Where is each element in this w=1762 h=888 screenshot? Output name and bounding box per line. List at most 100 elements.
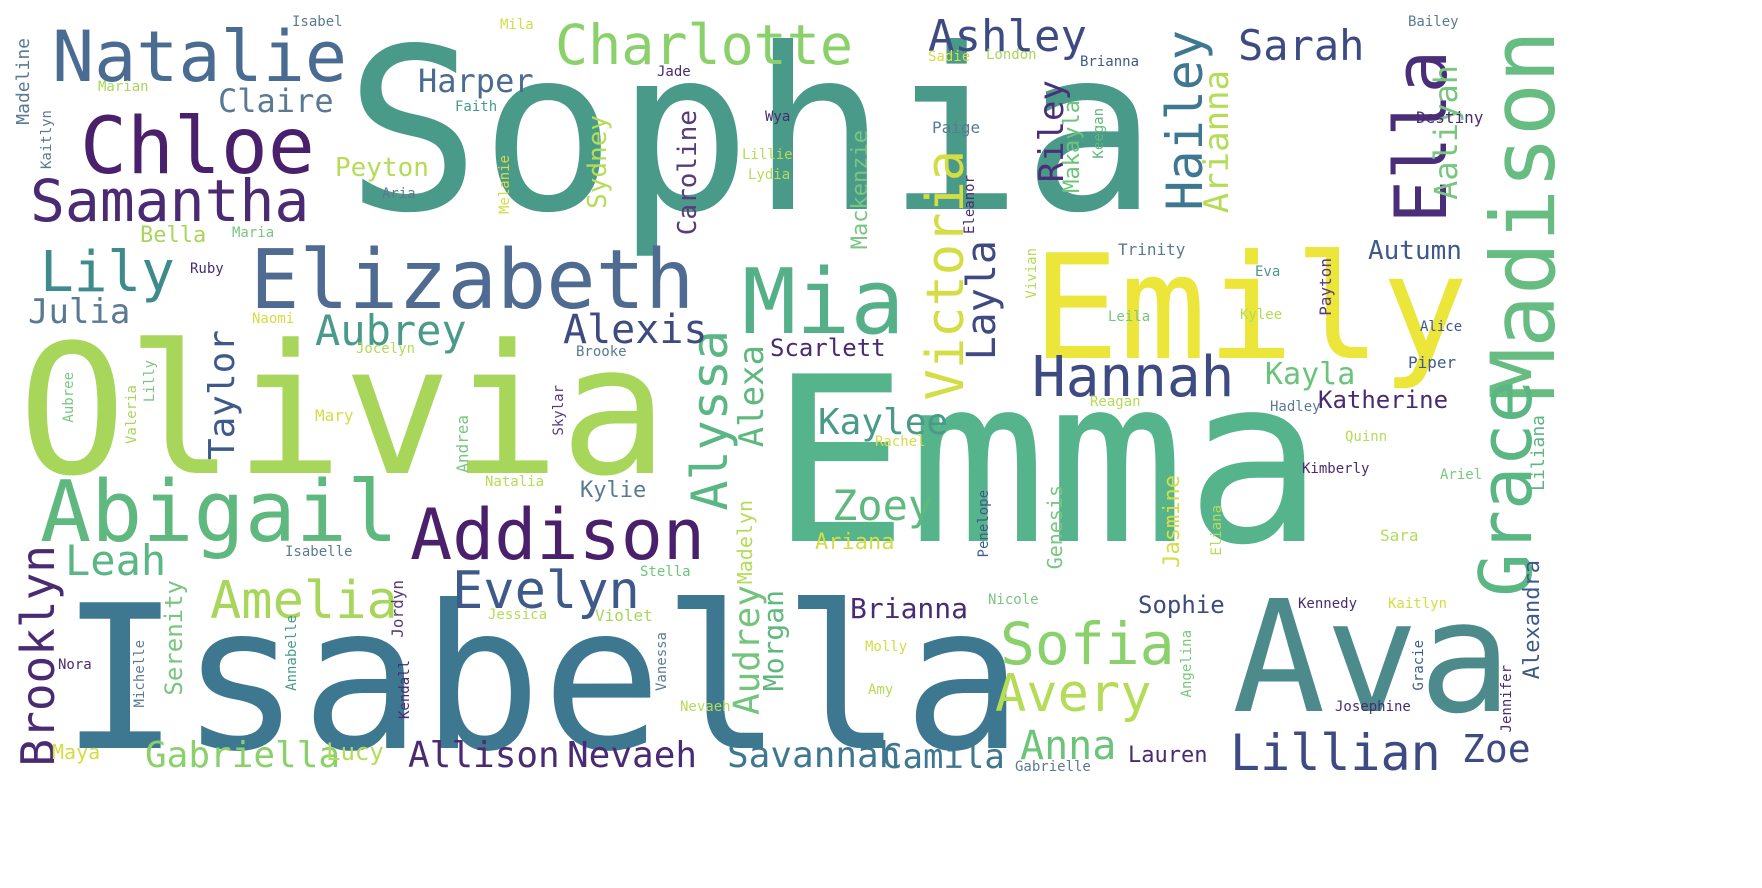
word-mila: Mila — [500, 17, 534, 33]
word-quinn: Quinn — [1345, 429, 1388, 445]
word-faith: Faith — [455, 99, 498, 115]
word-kennedy: Kennedy — [1298, 596, 1358, 612]
word-alice: Alice — [1420, 319, 1463, 335]
word-abigail: Abigail — [40, 463, 399, 562]
word-gabriella: Gabriella — [145, 735, 341, 776]
word-maria: Maria — [232, 225, 275, 241]
word-brooke: Brooke — [576, 344, 627, 360]
word-elizabeth: Elizabeth — [250, 233, 695, 328]
word-ariana: Ariana — [815, 530, 895, 555]
word-brooklyn: Brooklyn — [11, 545, 65, 767]
word-kimberly: Kimberly — [1302, 461, 1370, 477]
word-sydney: Sydney — [583, 115, 613, 209]
word-violet: Violet — [595, 606, 653, 625]
word-harper: Harper — [418, 62, 534, 100]
word-vivian: Vivian — [1024, 248, 1040, 299]
word-marian: Marian — [98, 79, 149, 95]
word-lauren: Lauren — [1128, 743, 1208, 768]
word-natalie: Natalie — [52, 16, 348, 98]
word-kaylee: Kaylee — [818, 402, 949, 443]
word-layla: Layla — [959, 240, 1005, 361]
word-brianna: Brianna — [850, 592, 969, 625]
word-taylor: Taylor — [202, 330, 243, 461]
word-isabelle: Isabelle — [285, 544, 353, 560]
word-josephine: Josephine — [1335, 699, 1411, 715]
word-aaliyah: Aaliyah — [1427, 65, 1465, 200]
word-camila: Camila — [882, 737, 1005, 777]
word-evelyn: Evelyn — [452, 561, 640, 621]
word-eleanor: Eleanor — [962, 175, 978, 235]
word-wya: Wya — [765, 109, 791, 125]
word-hadley: Hadley — [1270, 399, 1321, 415]
word-ashley: Ashley — [928, 11, 1087, 62]
word-keegan: Keegan — [1091, 108, 1107, 159]
word-michelle: Michelle — [132, 640, 148, 708]
word-avery: Avery — [995, 664, 1152, 724]
word-scarlett: Scarlett — [770, 334, 886, 362]
word-aubrey: Aubrey — [315, 306, 467, 355]
word-mary: Mary — [315, 406, 354, 425]
word-chloe: Chloe — [80, 102, 315, 192]
word-natalia: Natalia — [485, 474, 545, 490]
word-kaitlyn: Kaitlyn — [1388, 596, 1448, 612]
word-ava: Ava — [1232, 567, 1512, 748]
word-andrea: Andrea — [453, 415, 472, 473]
word-nora: Nora — [58, 657, 92, 673]
word-alyssa: Alyssa — [681, 330, 739, 511]
word-brianna: Brianna — [1080, 54, 1140, 70]
word-nicole: Nicole — [988, 592, 1039, 608]
word-gracie: Gracie — [1411, 640, 1427, 691]
word-olivia: Olivia — [18, 307, 669, 516]
word-piper: Piper — [1408, 353, 1457, 372]
word-amelia: Amelia — [210, 571, 398, 631]
word-kylie: Kylie — [580, 478, 647, 503]
word-sarah: Sarah — [1238, 21, 1365, 70]
word-aria: Aria — [382, 186, 416, 202]
word-alexis: Alexis — [563, 307, 708, 353]
word-alexandra: Alexandra — [1520, 560, 1545, 680]
word-sofia: Sofia — [1000, 610, 1175, 678]
word-nevaeh: Nevaeh — [680, 699, 731, 715]
word-amy: Amy — [868, 682, 894, 698]
word-isabella: Isabella — [60, 563, 1024, 796]
word-kaitlyn: Kaitlyn — [39, 110, 55, 170]
word-sophia: Sophia — [345, 1, 1158, 263]
word-vanessa: Vanessa — [654, 632, 670, 692]
word-destiny: Destiny — [1416, 108, 1484, 127]
word-madelyn: Madelyn — [733, 500, 757, 585]
word-morgan: Morgan — [757, 590, 790, 692]
word-serenity: Serenity — [160, 580, 188, 696]
word-reagan: Reagan — [1090, 394, 1141, 410]
word-lillie: Lillie — [742, 147, 793, 163]
word-alexa: Alexa — [732, 345, 772, 448]
word-mackenzie: Mackenzie — [848, 130, 873, 250]
word-caroline: Caroline — [673, 110, 703, 236]
word-isabel: Isabel — [292, 14, 343, 30]
word-penelope: Penelope — [976, 490, 992, 558]
word-rachel: Rachel — [875, 434, 926, 450]
word-lily: Lily — [40, 240, 175, 305]
word-madison: Madison — [1472, 30, 1575, 401]
word-anna: Anna — [1020, 723, 1117, 769]
word-claire: Claire — [218, 82, 334, 120]
word-sara: Sara — [1380, 526, 1419, 545]
word-sadie: Sadie — [928, 49, 971, 65]
word-kylee: Kylee — [1240, 307, 1283, 323]
word-aubree: Aubree — [61, 372, 77, 423]
word-stella: Stella — [640, 564, 691, 580]
word-jennifer: Jennifer — [1499, 665, 1515, 733]
word-lillian: Lillian — [1230, 724, 1441, 782]
word-jordyn: Jordyn — [388, 580, 407, 638]
word-lilly: Lilly — [142, 360, 158, 403]
word-valeria: Valeria — [124, 385, 140, 445]
word-angelina: Angelina — [1179, 630, 1195, 698]
word-peyton: Peyton — [335, 153, 429, 183]
word-zoey: Zoey — [832, 481, 934, 530]
word-mia: Mia — [742, 250, 905, 355]
word-julia: Julia — [28, 292, 131, 332]
word-savannah: Savannah — [727, 735, 901, 776]
word-emma: Emma — [770, 329, 1324, 596]
word-melanie: Melanie — [497, 155, 513, 215]
word-london: London — [986, 47, 1037, 63]
